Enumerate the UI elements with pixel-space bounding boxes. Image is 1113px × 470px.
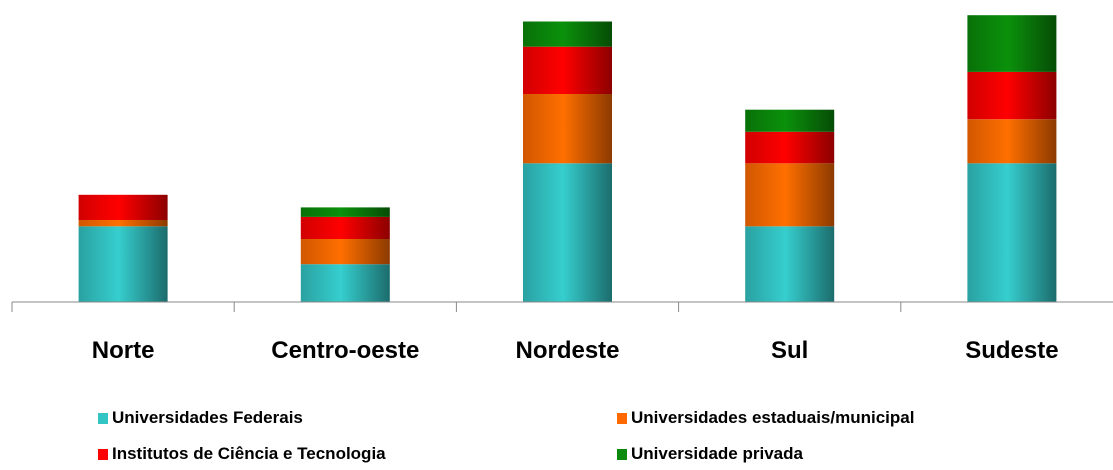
bar-sudeste-series-0 [967, 163, 1057, 302]
bar-centro-oeste-series-1 [300, 239, 390, 265]
legend-item-universidade-privada: Universidade privada [617, 444, 803, 464]
legend: Universidades Federais Universidades est… [0, 404, 1113, 470]
bar-sudeste-series-1 [967, 119, 1057, 164]
legend-label-universidade-privada: Universidade privada [631, 444, 803, 463]
bars-group [78, 15, 1057, 302]
legend-label-universidades-federais: Universidades Federais [112, 408, 303, 427]
bar-nordeste-series-2 [523, 46, 612, 94]
category-label-sul: Sul [771, 337, 808, 364]
x-axis-ticks [11, 302, 902, 312]
bar-nordeste-series-1 [523, 94, 612, 164]
bar-nordeste-series-3 [523, 21, 612, 47]
bar-centro-oeste-series-3 [300, 207, 390, 217]
bar-sul-series-1 [745, 163, 835, 227]
bar-sul-series-3 [745, 109, 835, 132]
bar-norte-series-2 [78, 194, 168, 220]
legend-swatch-institutos [98, 448, 108, 460]
legend-item-universidades-federais: Universidades Federais [98, 408, 303, 428]
bar-sudeste-series-2 [967, 71, 1057, 120]
bar-norte-series-1 [78, 220, 168, 227]
legend-swatch-universidades-estaduais [617, 412, 627, 424]
bar-sudeste-series-3 [967, 15, 1057, 72]
bar-norte-series-0 [78, 226, 168, 302]
legend-item-universidades-estaduais: Universidades estaduais/municipal [617, 408, 914, 428]
category-label-centro-oeste: Centro-oeste [271, 337, 419, 364]
legend-label-universidades-estaduais: Universidades estaduais/municipal [631, 408, 915, 427]
bar-sul-series-2 [745, 131, 835, 164]
bar-sul-series-0 [745, 226, 835, 302]
bar-nordeste-series-0 [523, 163, 612, 302]
category-labels: Norte Centro-oeste Nordeste Sul Sudeste [92, 337, 1059, 364]
category-label-sudeste: Sudeste [965, 337, 1058, 364]
category-label-nordeste: Nordeste [515, 337, 619, 364]
legend-item-institutos: Institutos de Ciência e Tecnologia [98, 444, 386, 464]
legend-swatch-universidade-privada [617, 448, 627, 460]
bar-centro-oeste-series-2 [300, 216, 390, 239]
legend-label-institutos: Institutos de Ciência e Tecnologia [112, 444, 386, 463]
legend-swatch-universidades-federais [98, 412, 108, 424]
category-label-norte: Norte [92, 337, 155, 364]
bar-centro-oeste-series-0 [300, 264, 390, 302]
stacked-bar-chart: Norte Centro-oeste Nordeste Sul Sudeste [11, 15, 1113, 364]
